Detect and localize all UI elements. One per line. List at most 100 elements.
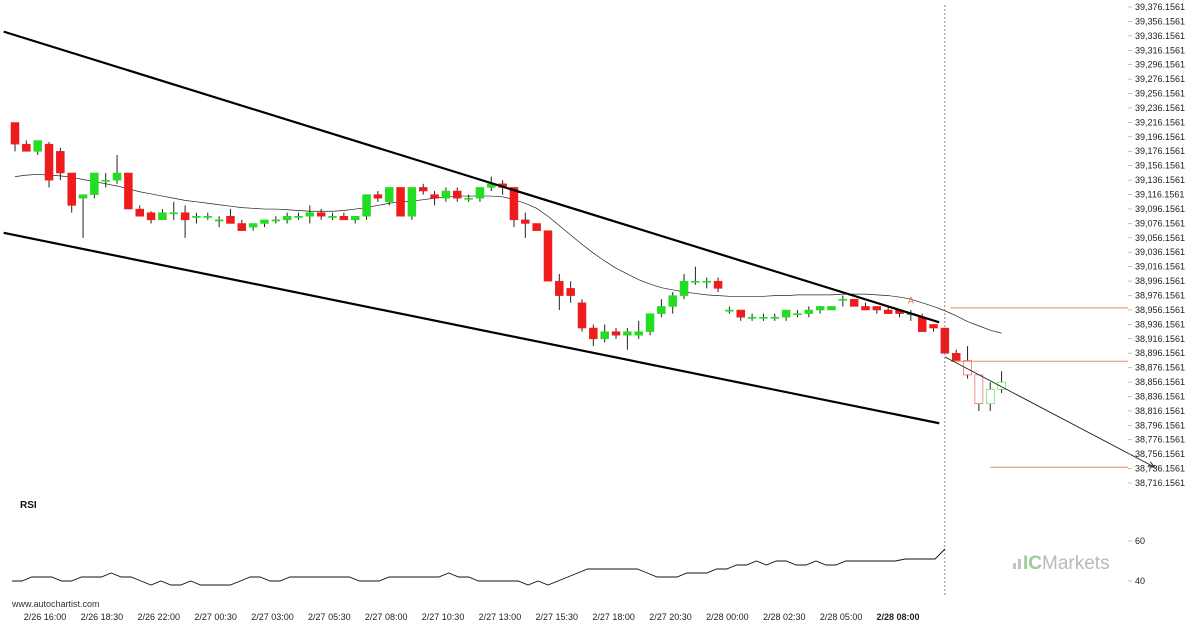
candle-body: [237, 223, 247, 231]
candle-body: [350, 216, 360, 221]
candle: [770, 313, 780, 321]
candle-body: [713, 280, 723, 289]
candle-body: [260, 219, 269, 224]
candle: [101, 172, 110, 188]
candle-body: [101, 179, 110, 182]
candle-body: [226, 216, 235, 224]
candle-body: [90, 172, 99, 195]
time-tick-label: 2/27 15:30: [536, 612, 579, 622]
time-tick-label: 2/27 08:00: [365, 612, 408, 622]
candle-body: [282, 216, 292, 221]
candle: [691, 266, 700, 285]
candle-body: [305, 212, 315, 217]
candle-body: [509, 187, 519, 221]
candle-body: [384, 187, 394, 203]
candle: [56, 147, 65, 181]
candle: [974, 374, 984, 411]
candle: [679, 273, 689, 300]
candle-body: [657, 306, 666, 314]
candle: [237, 219, 247, 231]
candle: [838, 295, 848, 307]
candle: [793, 310, 802, 318]
candle: [475, 187, 485, 202]
candle: [271, 216, 281, 224]
candle: [90, 172, 99, 199]
candle: [657, 299, 666, 318]
candle: [226, 209, 235, 224]
rsi-tick-label: 40: [1135, 576, 1145, 586]
candle: [362, 194, 371, 220]
price-tick-label: 38,956.1561: [1135, 305, 1185, 315]
candle: [872, 306, 882, 314]
candle-body: [815, 306, 825, 311]
candle: [929, 324, 938, 332]
brand-logo: ICMarkets: [1013, 553, 1110, 574]
candle-body: [951, 353, 961, 361]
price-tick-label: 39,296.1561: [1135, 60, 1185, 70]
candle: [169, 201, 179, 220]
candle: [180, 205, 190, 238]
candle-body: [634, 331, 643, 336]
price-tick-label: 38,896.1561: [1135, 348, 1185, 358]
time-tick-label: 2/27 10:30: [422, 612, 465, 622]
price-tick-label: 38,736.1561: [1135, 464, 1185, 474]
time-tick-label: 2/27 13:00: [479, 612, 522, 622]
candle-body: [849, 298, 859, 307]
candle: [203, 212, 213, 220]
price-tick-label: 38,996.1561: [1135, 276, 1185, 286]
time-tick-label: 2/27 20:30: [649, 612, 692, 622]
candle-body: [44, 143, 54, 181]
candle: [736, 309, 746, 321]
candle-body: [770, 316, 780, 319]
candle: [759, 313, 768, 321]
projection-arrowhead: [1147, 461, 1156, 468]
candle: [67, 172, 76, 213]
candle-body: [453, 190, 462, 199]
price-tick-label: 38,916.1561: [1135, 334, 1185, 344]
candle: [350, 216, 360, 224]
candle-body: [589, 327, 598, 340]
projection-line: [944, 356, 1155, 468]
time-tick-label: 2/27 00:30: [194, 612, 237, 622]
candle-body: [475, 187, 485, 199]
candle: [781, 309, 791, 321]
time-tick-label: 2/28 00:00: [706, 612, 749, 622]
candle: [441, 187, 451, 202]
candle: [985, 382, 995, 411]
price-tick-label: 39,256.1561: [1135, 89, 1185, 99]
candle-body: [521, 219, 530, 224]
candle-body: [248, 223, 258, 228]
candle: [747, 313, 757, 321]
candle: [294, 212, 303, 220]
rsi-label: RSI: [20, 500, 37, 511]
candle: [339, 212, 349, 221]
candle: [22, 140, 31, 152]
price-tick-label: 39,336.1561: [1135, 31, 1185, 41]
candle-body: [112, 172, 122, 181]
candle: [997, 371, 1006, 393]
price-tick-label: 38,796.1561: [1135, 420, 1185, 430]
candle: [543, 230, 553, 282]
time-tick-label: 2/27 18:00: [592, 612, 635, 622]
candle-body: [203, 216, 213, 218]
candle-body: [555, 280, 564, 296]
candle-body: [396, 187, 405, 217]
channel-lines: [3, 5, 946, 596]
candle: [305, 205, 315, 224]
price-tick-label: 39,236.1561: [1135, 103, 1185, 113]
candle: [316, 209, 326, 220]
time-tick-label: 2/28 08:00: [876, 612, 919, 622]
candle: [384, 187, 394, 206]
candle-body: [747, 316, 757, 319]
candle-body: [373, 194, 383, 199]
candle-body: [78, 194, 88, 199]
candle: [883, 306, 893, 314]
candle: [804, 306, 814, 318]
candle: [566, 281, 575, 303]
candle: [589, 324, 598, 347]
candle-body: [611, 331, 621, 336]
time-tick-label: 2/26 22:00: [137, 612, 180, 622]
projection-arrow: [944, 356, 1156, 468]
candle-body: [963, 360, 972, 376]
